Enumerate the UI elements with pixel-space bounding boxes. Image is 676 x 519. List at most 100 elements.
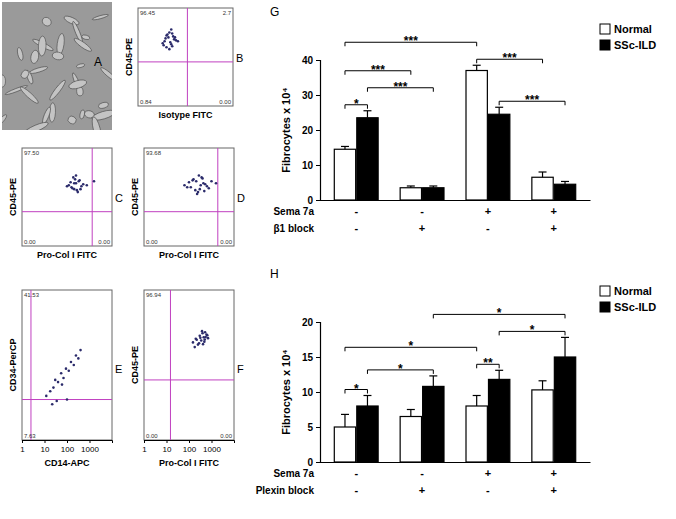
event-point — [72, 364, 75, 367]
cell — [38, 36, 47, 56]
tick-mark — [167, 440, 168, 443]
condition-symbol: - — [486, 484, 490, 496]
panel-letter: B — [236, 52, 243, 64]
event-point — [79, 188, 82, 191]
condition-name: Sema 7a — [273, 468, 314, 479]
event-point — [200, 339, 203, 342]
bar — [532, 177, 553, 200]
condition-symbol: + — [419, 222, 425, 234]
tick: 100 — [183, 440, 197, 454]
tick-label: 100 — [61, 445, 75, 454]
plot-area — [22, 148, 112, 246]
event-point — [82, 183, 85, 186]
legend-swatch — [600, 302, 610, 312]
y-axis-title: CD45-PE — [130, 178, 140, 216]
bar — [423, 188, 444, 200]
y-axis-title: CD45-PE — [124, 38, 134, 76]
error-bar — [341, 146, 349, 149]
tick: 20 — [302, 125, 320, 136]
plot-frame — [22, 148, 112, 246]
bar — [400, 188, 421, 200]
event-point — [170, 28, 173, 31]
axis: 1101001000 — [20, 440, 112, 454]
error-bar — [429, 376, 437, 387]
quadrant-label: 96.94 — [146, 292, 162, 298]
panel-letter: A — [94, 55, 102, 69]
condition-symbol: + — [551, 484, 557, 496]
error-bar-stem — [564, 337, 565, 357]
event-point — [77, 180, 80, 183]
axis-line — [23, 441, 113, 444]
error-bar — [473, 396, 481, 407]
error-bar-stem — [410, 410, 411, 417]
error-bar-stem — [542, 381, 543, 390]
tick: 1 — [20, 440, 25, 454]
bar — [532, 390, 553, 462]
error-bar — [539, 172, 547, 177]
event-point — [196, 193, 199, 196]
quadrant-label: 0.00 — [220, 433, 232, 439]
axis — [321, 462, 591, 464]
tick-label: 40 — [302, 55, 314, 66]
micrograph — [2, 2, 112, 130]
event-point — [201, 177, 204, 180]
error-bar-stem — [499, 107, 500, 114]
event-point — [192, 341, 195, 344]
event-point — [66, 398, 69, 401]
tick-label: 10 — [163, 445, 172, 454]
error-bar-cap — [341, 146, 349, 147]
x-axis-title: CD14-APC — [44, 458, 90, 468]
gate-line — [187, 8, 188, 106]
cell — [29, 65, 48, 75]
significance-label: *** — [503, 51, 517, 65]
cell — [23, 120, 49, 130]
cell — [48, 79, 67, 102]
plot-area — [334, 337, 575, 462]
event-point — [203, 190, 206, 193]
tick-label: 100 — [183, 445, 197, 454]
error-bar — [495, 107, 503, 114]
tick-mark — [189, 440, 190, 443]
error-bar-cap — [539, 380, 547, 381]
event-point — [77, 191, 80, 194]
axis: 010203040 — [302, 55, 321, 206]
error-bar-cap — [429, 185, 437, 186]
plot-frame — [138, 8, 233, 106]
event-point — [203, 340, 206, 343]
event-point — [67, 370, 70, 373]
tick-label: 1 — [142, 445, 147, 454]
tick-mark — [212, 440, 213, 443]
event-point — [49, 390, 52, 393]
error-bar-cap — [539, 171, 547, 172]
event-point — [162, 44, 165, 47]
axis: 1101001000 — [142, 440, 234, 454]
bar — [488, 114, 509, 200]
cell — [90, 116, 103, 130]
significance-label: * — [354, 382, 359, 396]
error-bar-stem — [542, 172, 543, 177]
event-point — [186, 186, 189, 189]
micrograph-background — [2, 2, 112, 130]
panel-bar: 05101520Fibrocytes x 10⁴Sema 7a--++Plexi… — [256, 267, 657, 496]
bar — [334, 427, 355, 462]
tick: 30 — [302, 90, 320, 101]
y-axis-title: CD45-PE — [130, 346, 140, 384]
quadrant-label: 96.45 — [140, 10, 156, 16]
legend-label: SSc-ILD — [614, 301, 656, 313]
quadrant-label: 2.7 — [223, 10, 232, 16]
event-point — [79, 349, 82, 352]
error-bar — [561, 181, 569, 184]
error-bar-cap — [407, 185, 415, 186]
event-point — [168, 31, 171, 34]
error-bar — [473, 65, 481, 70]
plot-area — [144, 290, 234, 440]
cell — [66, 115, 77, 126]
event-point — [188, 181, 191, 184]
quadrant-label: 7.63 — [24, 433, 36, 439]
tick-mark — [316, 427, 320, 428]
error-bar-stem — [433, 376, 434, 387]
significance-label: *** — [525, 93, 539, 107]
event-point — [199, 188, 202, 191]
bar — [400, 417, 421, 463]
panel-image: A — [0, 2, 118, 142]
